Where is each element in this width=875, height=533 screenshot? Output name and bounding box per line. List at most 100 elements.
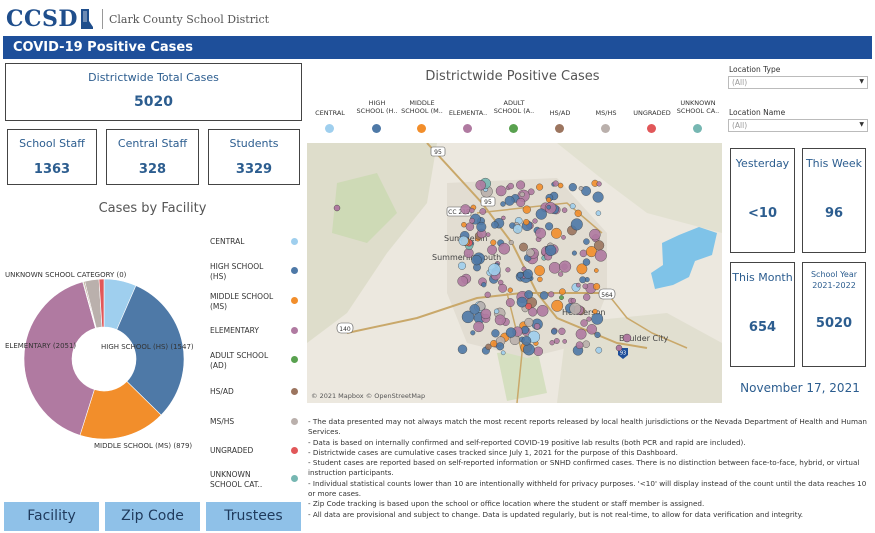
case-marker[interactable] — [481, 282, 487, 288]
case-marker[interactable] — [559, 260, 572, 273]
map-cat-high-school[interactable]: HIGH SCHOOL (H.. — [355, 99, 399, 133]
case-marker[interactable] — [333, 204, 341, 212]
legend-item-high-school[interactable]: HIGH SCHOOL (HS) — [210, 262, 298, 282]
donut-slice-ungraded[interactable] — [98, 278, 105, 328]
case-marker[interactable] — [460, 204, 471, 215]
case-marker[interactable] — [495, 185, 507, 197]
case-marker[interactable] — [589, 228, 601, 241]
case-marker[interactable] — [491, 221, 499, 229]
case-marker[interactable] — [596, 181, 602, 187]
case-marker[interactable] — [550, 227, 562, 239]
map-cat-ungraded[interactable]: UNGRADED — [630, 109, 674, 133]
case-marker[interactable] — [575, 341, 584, 349]
case-marker[interactable] — [571, 250, 577, 256]
case-marker[interactable] — [552, 180, 559, 187]
case-marker[interactable] — [551, 328, 558, 335]
map-cat-unknown[interactable]: UNKNOWN SCHOOL CA.. — [674, 99, 722, 133]
case-marker[interactable] — [500, 201, 506, 207]
case-marker[interactable] — [475, 180, 486, 191]
facility-button[interactable]: Facility — [4, 502, 99, 531]
case-marker[interactable] — [546, 204, 551, 210]
case-marker[interactable] — [579, 249, 588, 258]
location-name-select[interactable]: (All) ▼ — [728, 119, 868, 132]
case-marker[interactable] — [487, 245, 498, 255]
case-marker[interactable] — [465, 222, 475, 231]
case-marker[interactable] — [591, 312, 604, 325]
case-marker[interactable] — [561, 235, 566, 240]
case-marker[interactable] — [457, 275, 468, 287]
case-marker[interactable] — [551, 299, 564, 312]
case-marker[interactable] — [469, 207, 475, 214]
case-marker[interactable] — [536, 183, 544, 191]
case-marker[interactable] — [594, 249, 607, 262]
map-cat-adult-school[interactable]: ADULT SCHOOL (A.. — [490, 99, 538, 133]
case-marker[interactable] — [545, 222, 554, 231]
case-marker[interactable] — [504, 195, 515, 206]
case-marker[interactable] — [519, 242, 528, 252]
case-marker[interactable] — [476, 221, 487, 232]
case-marker[interactable] — [469, 304, 480, 315]
case-marker[interactable] — [507, 287, 513, 293]
map-cat-hs-ad[interactable]: HS/AD — [542, 109, 578, 133]
case-marker[interactable] — [582, 340, 590, 348]
case-marker[interactable] — [523, 218, 530, 226]
case-marker[interactable] — [494, 308, 500, 314]
case-marker[interactable] — [586, 324, 597, 335]
case-marker[interactable] — [470, 330, 476, 336]
legend-item-hs-ad[interactable]: HS/AD — [210, 387, 298, 397]
case-marker[interactable] — [583, 238, 590, 245]
case-marker[interactable] — [508, 239, 514, 245]
zip-code-button[interactable]: Zip Code — [105, 502, 200, 531]
location-type-select[interactable]: (All) ▼ — [728, 76, 868, 89]
case-marker[interactable] — [569, 302, 582, 315]
case-marker[interactable] — [582, 283, 589, 290]
donut-slice-high-school-hs[interactable] — [116, 285, 185, 416]
case-marker[interactable] — [458, 235, 469, 246]
map-cat-ms-hs[interactable]: MS/HS — [588, 109, 624, 133]
case-marker[interactable] — [505, 298, 515, 308]
case-marker[interactable] — [522, 343, 535, 356]
case-marker[interactable] — [595, 346, 603, 354]
case-marker[interactable] — [593, 268, 599, 273]
map-cat-middle-school[interactable]: MIDDLE SCHOOL (M.. — [398, 99, 446, 133]
case-marker[interactable] — [516, 296, 528, 308]
cases-map[interactable]: 95 CC 215 95 140 564 93 Summerlin Summer… — [307, 143, 722, 403]
case-marker[interactable] — [494, 314, 506, 326]
case-marker[interactable] — [545, 244, 557, 257]
legend-item-middle-school[interactable]: MIDDLE SCHOOL (MS) — [210, 292, 298, 312]
case-marker[interactable] — [505, 267, 511, 273]
donut-slice-elementary[interactable] — [23, 281, 96, 436]
case-marker[interactable] — [498, 283, 508, 293]
case-marker[interactable] — [516, 198, 526, 208]
case-marker[interactable] — [546, 197, 552, 203]
case-marker[interactable] — [463, 248, 474, 259]
case-marker[interactable] — [553, 338, 560, 344]
case-marker[interactable] — [548, 262, 561, 274]
case-marker[interactable] — [559, 288, 566, 295]
case-marker[interactable] — [594, 240, 605, 251]
case-marker[interactable] — [501, 215, 506, 221]
case-marker[interactable] — [535, 227, 547, 239]
case-marker[interactable] — [579, 276, 587, 284]
case-marker[interactable] — [558, 327, 566, 335]
case-marker[interactable] — [491, 329, 500, 338]
case-marker[interactable] — [549, 340, 555, 346]
legend-item-ms-hs[interactable]: MS/HS — [210, 417, 298, 427]
case-marker[interactable] — [457, 344, 468, 355]
case-marker[interactable] — [522, 205, 531, 214]
case-marker[interactable] — [557, 182, 564, 189]
case-marker[interactable] — [570, 298, 577, 304]
case-marker[interactable] — [574, 209, 582, 217]
case-marker[interactable] — [535, 208, 547, 220]
case-marker[interactable] — [485, 343, 492, 350]
case-marker[interactable] — [517, 271, 524, 279]
case-marker[interactable] — [581, 186, 591, 196]
case-marker[interactable] — [582, 258, 591, 266]
legend-item-adult-school[interactable]: ADULT SCHOOL (AD) — [210, 351, 298, 371]
case-marker[interactable] — [561, 207, 568, 213]
case-marker[interactable] — [569, 203, 576, 210]
case-marker[interactable] — [578, 186, 584, 191]
case-marker[interactable] — [500, 350, 506, 356]
case-marker[interactable] — [471, 254, 482, 266]
case-marker[interactable] — [576, 263, 588, 275]
